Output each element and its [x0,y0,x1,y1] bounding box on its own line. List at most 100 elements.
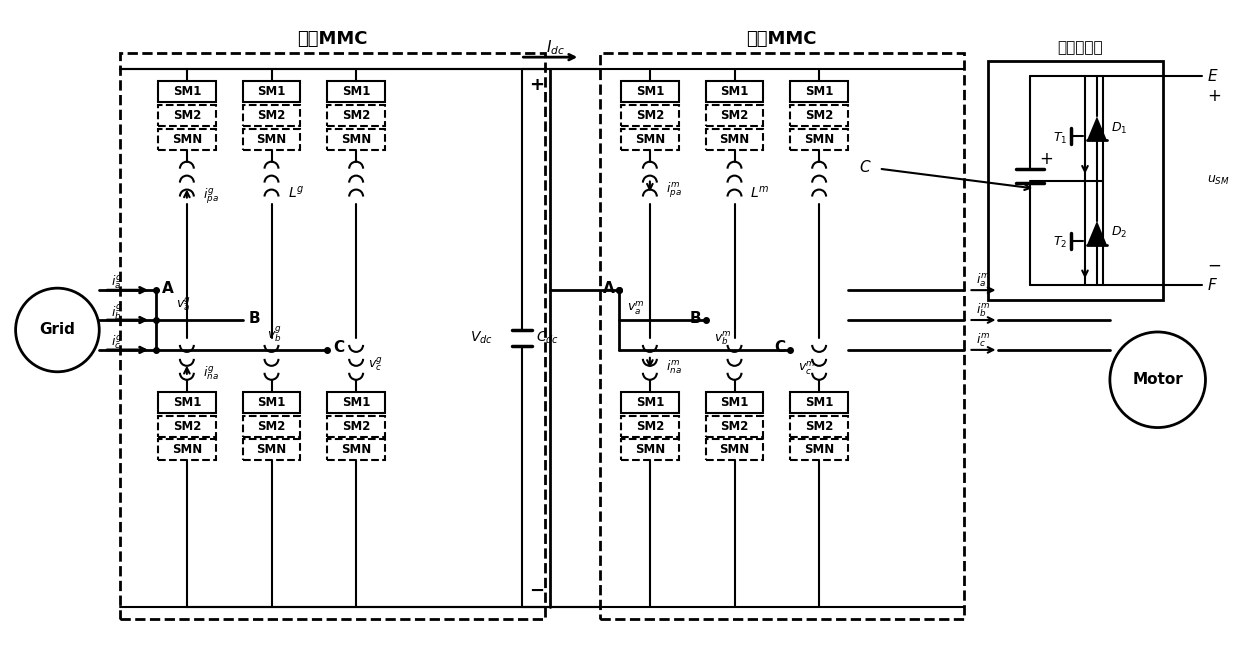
Text: A: A [603,281,615,296]
Text: SM1: SM1 [258,85,286,98]
Text: SM2: SM2 [636,419,664,433]
Text: B: B [249,311,260,325]
Text: −: − [529,582,544,600]
Text: $i^m_c$: $i^m_c$ [976,331,991,349]
Text: SM1: SM1 [720,85,748,98]
Text: SM1: SM1 [258,396,286,409]
Bar [243,391,300,413]
Text: $v^m_a$: $v^m_a$ [627,300,644,317]
Polygon shape [1087,116,1106,140]
Text: $T_2$: $T_2$ [1053,236,1067,250]
Text: 半桥子模块: 半桥子模块 [1058,39,1103,55]
Text: $v^g_b$: $v^g_b$ [266,324,282,344]
Bar [790,391,847,413]
Text: 机侧MMC: 机侧MMC [747,30,817,49]
Bar [159,439,216,461]
Text: $i^m_{pa}$: $i^m_{pa}$ [665,181,681,201]
Text: 网侧MMC: 网侧MMC [297,30,368,49]
Bar [243,81,300,102]
Bar [621,81,679,102]
Text: $C_{dc}$: $C_{dc}$ [536,330,560,346]
Text: SM2: SM2 [720,419,748,433]
Text: $u_{SM}$: $u_{SM}$ [1208,174,1230,187]
Text: SM2: SM2 [172,109,201,122]
Text: SMN: SMN [720,133,750,146]
Bar [159,415,216,437]
Text: SM1: SM1 [172,85,201,98]
Text: SM1: SM1 [636,396,664,409]
Bar [706,105,763,126]
Text: SMN: SMN [172,133,202,146]
Text: SM2: SM2 [258,419,286,433]
Text: SM1: SM1 [636,85,664,98]
Text: $v^g_a$: $v^g_a$ [176,295,192,313]
Text: SM1: SM1 [720,396,748,409]
Text: SMN: SMN [634,443,665,456]
Text: SMN: SMN [172,443,202,456]
Text: −: − [1208,256,1222,274]
Bar [327,105,385,126]
Bar [621,439,679,461]
Text: SM2: SM2 [342,419,370,433]
Text: $i^g_{na}$: $i^g_{na}$ [203,364,218,382]
Text: SM2: SM2 [805,109,834,122]
Bar [621,391,679,413]
Text: B: B [690,311,701,325]
Bar [621,105,679,126]
Text: +: + [529,76,544,94]
Text: $I_{dc}$: $I_{dc}$ [546,38,565,56]
Polygon shape [1087,221,1106,245]
Bar [327,129,385,149]
FancyBboxPatch shape [120,53,545,619]
Bar [706,391,763,413]
Text: $i^m_{na}$: $i^m_{na}$ [665,358,681,375]
Bar [621,129,679,149]
Text: $L^m$: $L^m$ [750,184,769,201]
Text: +: + [1040,149,1053,168]
Text: SMN: SMN [341,443,372,456]
Text: $F$: $F$ [1208,277,1218,293]
Bar [706,415,763,437]
Bar [159,391,216,413]
Bar [327,81,385,102]
Text: $D_1$: $D_1$ [1111,121,1127,136]
Text: SM1: SM1 [172,396,201,409]
Text: $i^g_c$: $i^g_c$ [112,333,123,351]
Bar [159,105,216,126]
Text: SM2: SM2 [636,109,664,122]
Bar [243,105,300,126]
Text: SM2: SM2 [342,109,370,122]
Bar [790,105,847,126]
Text: SM1: SM1 [342,396,370,409]
Text: SMN: SMN [634,133,665,146]
Text: SMN: SMN [256,443,286,456]
Bar [327,439,385,461]
Text: SM2: SM2 [805,419,834,433]
Text: +: + [1208,87,1222,105]
Bar [706,81,763,102]
FancyBboxPatch shape [600,53,964,619]
Text: SMN: SMN [804,443,834,456]
Text: $T_1$: $T_1$ [1053,131,1067,146]
Text: $i^m_a$: $i^m_a$ [976,272,991,289]
Text: SM2: SM2 [720,109,748,122]
Text: SMN: SMN [256,133,286,146]
Text: $i^g_a$: $i^g_a$ [112,274,123,291]
Text: Motor: Motor [1132,372,1183,388]
Bar [989,61,1162,300]
Bar [706,439,763,461]
Text: SM1: SM1 [805,396,834,409]
Text: SMN: SMN [804,133,834,146]
Text: $D_2$: $D_2$ [1111,225,1127,241]
Circle shape [1110,332,1206,428]
Bar [243,439,300,461]
Text: $E$: $E$ [1208,68,1219,84]
Text: SM1: SM1 [805,85,834,98]
Text: SM2: SM2 [258,109,286,122]
Text: SM1: SM1 [342,85,370,98]
Circle shape [16,288,99,372]
Bar [790,81,847,102]
Text: SMN: SMN [720,443,750,456]
Text: $v^m_c$: $v^m_c$ [798,359,817,377]
Bar [159,129,216,149]
